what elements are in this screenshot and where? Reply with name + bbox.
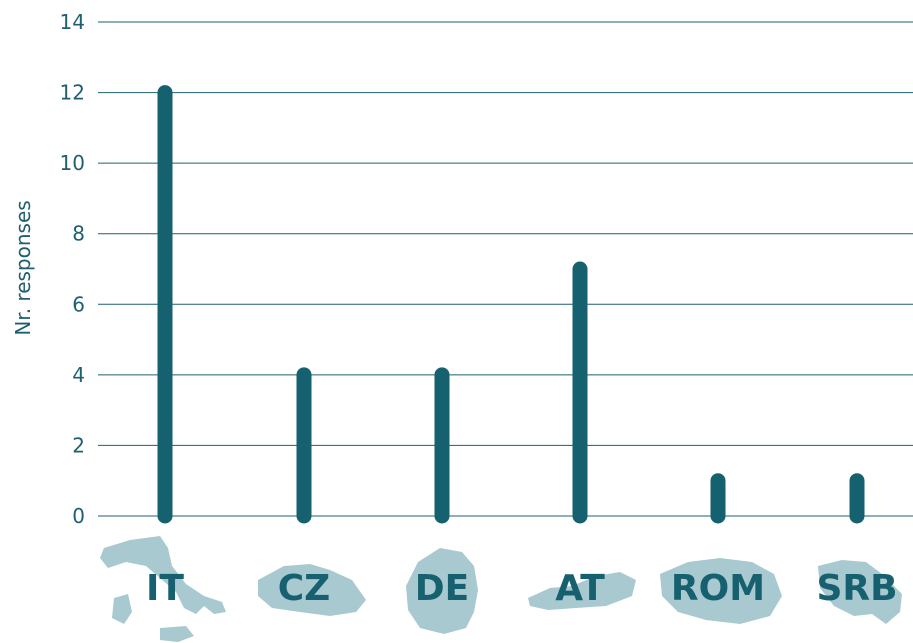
gridlines bbox=[98, 21, 913, 517]
italy-map-icon-part-1 bbox=[112, 594, 132, 624]
italy-map-icon bbox=[100, 536, 226, 642]
category-label-AT: AT bbox=[555, 568, 605, 609]
bars bbox=[157, 85, 865, 524]
germany-map-icon-part-0 bbox=[406, 548, 478, 634]
romania-map-icon-part-0 bbox=[660, 558, 782, 624]
category-label-ROM: ROM bbox=[671, 568, 765, 609]
y-tick-label-0: 0 bbox=[72, 504, 85, 528]
y-tick-label-12: 12 bbox=[60, 81, 85, 105]
serbia-map-icon-part-0 bbox=[818, 560, 902, 624]
y-axis-title: Nr. responses bbox=[11, 200, 35, 335]
austria-map-icon bbox=[528, 572, 636, 610]
romania-map-icon bbox=[660, 558, 782, 624]
category-labels: IT CZ DE AT ROM SRB bbox=[146, 568, 898, 609]
czechia-map-icon bbox=[258, 564, 366, 616]
y-tick-label-6: 6 bbox=[72, 292, 85, 316]
category-label-DE: DE bbox=[415, 568, 469, 609]
y-axis-ticks: 0 2 4 6 8 10 12 14 bbox=[60, 10, 85, 528]
category-label-CZ: CZ bbox=[278, 568, 331, 609]
czechia-map-icon-part-0 bbox=[258, 564, 366, 616]
y-tick-label-2: 2 bbox=[72, 433, 85, 457]
italy-map-icon-part-0 bbox=[100, 536, 226, 614]
category-label-IT: IT bbox=[146, 568, 184, 609]
y-tick-label-14: 14 bbox=[60, 10, 85, 34]
y-tick-label-8: 8 bbox=[72, 222, 85, 246]
germany-map-icon bbox=[406, 548, 478, 634]
y-tick-label-10: 10 bbox=[60, 151, 85, 175]
austria-map-icon-part-0 bbox=[528, 572, 636, 610]
y-tick-label-4: 4 bbox=[72, 363, 85, 387]
category-label-SRB: SRB bbox=[816, 568, 897, 609]
serbia-map-icon bbox=[818, 560, 902, 624]
country-silhouettes bbox=[100, 536, 902, 642]
italy-map-icon-part-2 bbox=[160, 626, 194, 642]
